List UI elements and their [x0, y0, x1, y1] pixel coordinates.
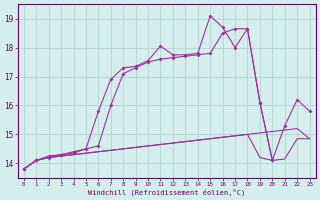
X-axis label: Windchill (Refroidissement éolien,°C): Windchill (Refroidissement éolien,°C) — [88, 188, 245, 196]
